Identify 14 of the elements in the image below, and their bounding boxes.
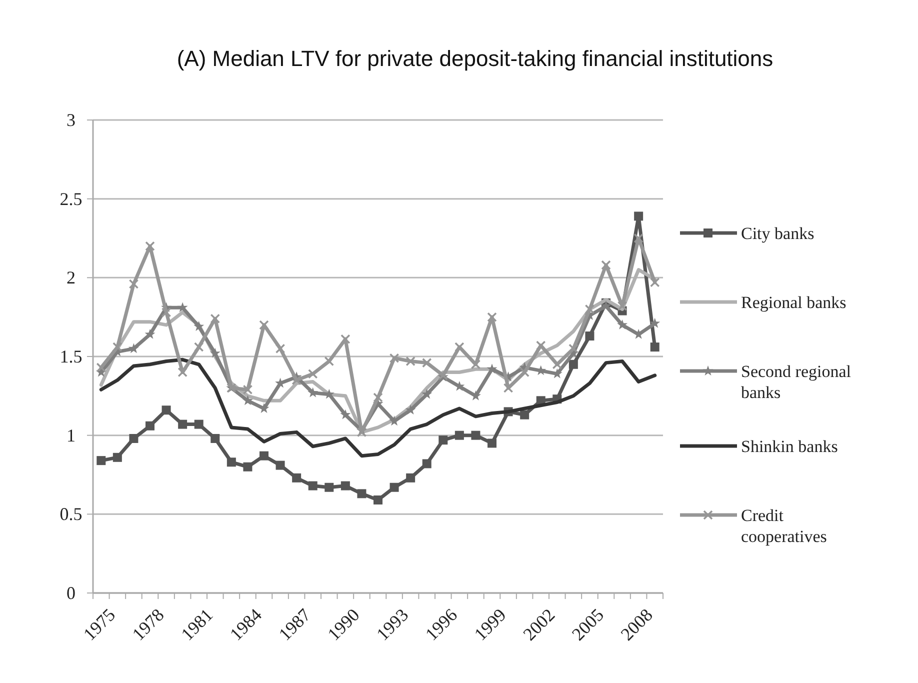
- y-tick-label: 0: [66, 583, 76, 603]
- x-tick-label: 1981: [177, 604, 217, 644]
- y-tick-label: 2: [66, 268, 76, 288]
- legend-label: City banks: [741, 224, 814, 243]
- legend-label: Second regional banks: [741, 362, 852, 402]
- y-tick-label: 1: [66, 425, 76, 446]
- chart-title: (A) Median LTV for private deposit-taking financial institutions: [176, 46, 774, 71]
- y-tick-label: 1.5: [60, 346, 82, 366]
- legend-label: Shinkin banks: [741, 437, 838, 456]
- legend-label: Credit cooperatives: [741, 506, 827, 546]
- legend-label: Regional banks: [741, 293, 846, 312]
- y-tick-label: 3: [66, 110, 76, 130]
- y-tick-label: 2.5: [60, 188, 82, 209]
- y-tick-label: 0.5: [60, 504, 82, 524]
